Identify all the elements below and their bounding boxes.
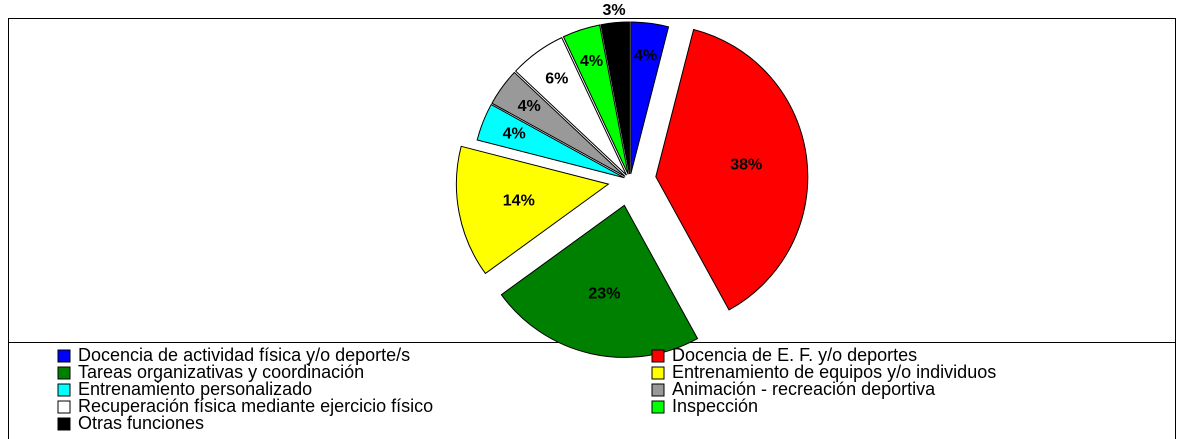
legend-swatch xyxy=(651,400,665,414)
pie-slice xyxy=(476,103,625,179)
legend-swatch xyxy=(57,349,71,363)
data-label: 4% xyxy=(634,48,657,65)
data-label: 23% xyxy=(588,286,620,303)
data-label: 38% xyxy=(730,157,762,174)
pie-slice xyxy=(500,204,699,358)
legend-swatch xyxy=(651,349,665,363)
pie-slice xyxy=(514,36,627,176)
legend-label: Docencia de E. F. y/o deportes xyxy=(672,345,917,365)
legend-swatch xyxy=(57,366,71,380)
legend-swatch xyxy=(57,400,71,414)
pie-slice xyxy=(630,21,670,175)
pie-slice xyxy=(600,21,630,175)
legend-label: Docencia de actividad física y/o deporte… xyxy=(78,345,410,365)
legend-label: Animación - recreación deportiva xyxy=(672,379,936,399)
data-label: 4% xyxy=(580,53,603,70)
data-label: 4% xyxy=(518,98,541,115)
pie-slice xyxy=(491,71,626,177)
data-label: 14% xyxy=(503,192,535,209)
legend-label: Tareas organizativas y coordinación xyxy=(78,362,364,382)
data-label: 3% xyxy=(602,2,625,19)
pie-slice xyxy=(655,28,809,311)
legend-label: Entrenamiento personalizado xyxy=(78,379,312,399)
pie-slice xyxy=(455,145,610,275)
data-label: 4% xyxy=(503,125,526,142)
legend-swatch xyxy=(651,366,665,380)
pie-slice xyxy=(562,24,629,175)
legend-label: Entrenamiento de equipos y/o individuos xyxy=(672,362,996,382)
legend-label: Otras funciones xyxy=(78,413,204,433)
legend-swatch xyxy=(57,417,71,431)
legend-label: Inspección xyxy=(672,396,758,416)
legend-label: Recuperación física mediante ejercicio f… xyxy=(78,396,433,416)
legend-swatch xyxy=(651,383,665,397)
data-label: 6% xyxy=(545,70,568,87)
legend-swatch xyxy=(57,383,71,397)
